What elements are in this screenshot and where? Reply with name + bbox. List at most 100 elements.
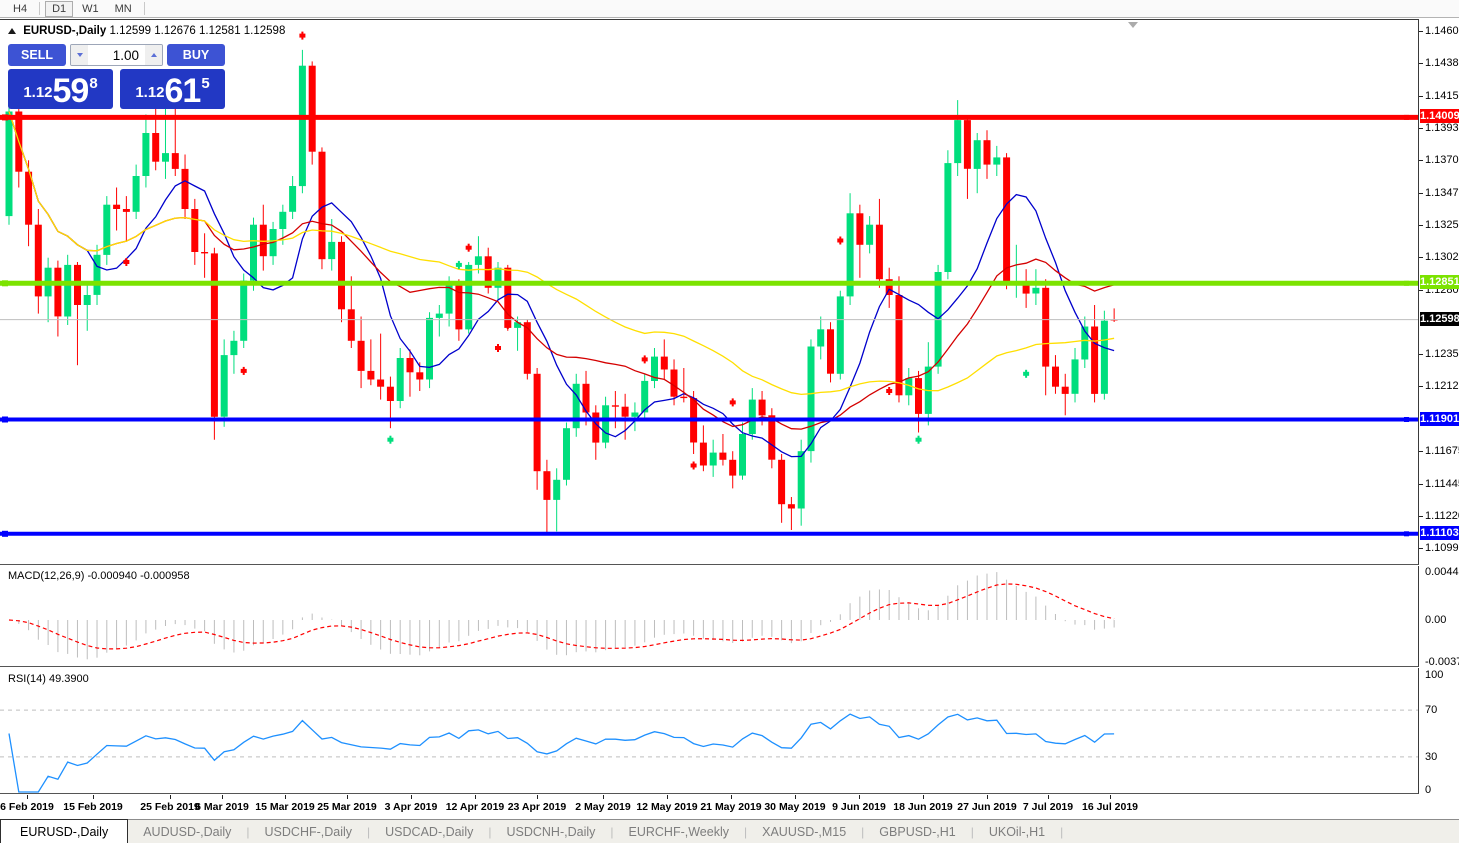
hline-price-tag: 1.11103	[1420, 525, 1459, 540]
tab-divider: |	[246, 824, 250, 839]
time-tick	[222, 795, 223, 799]
buy-price-prefix: 1.12	[135, 84, 165, 101]
time-axis-label: 12 May 2019	[636, 801, 698, 813]
chart-tab-audusd[interactable]: AUDUSD-,Daily	[143, 824, 232, 839]
axis-tick	[1419, 483, 1423, 485]
collapse-trade-panel-icon[interactable]	[8, 28, 16, 34]
candlestick-chart-panel[interactable]	[0, 19, 1419, 565]
price-axis-label: 1.13930	[1425, 121, 1459, 134]
sell-button[interactable]: SELL	[8, 44, 66, 66]
hline-price-tag: 1.11901	[1420, 411, 1459, 426]
chart-tab-eurchf[interactable]: EURCHF-,Weekly	[628, 824, 729, 839]
price-axis-label: 1.13705	[1425, 154, 1459, 166]
axis-tick	[1419, 450, 1423, 452]
price-axis-label: 1.13250	[1425, 219, 1459, 232]
rsi-svg[interactable]	[0, 668, 1418, 793]
volume-stepper[interactable]: 1.00	[70, 44, 163, 66]
price-axis-label: 1.11445	[1425, 477, 1459, 490]
chart-shift-marker-icon[interactable]	[1128, 22, 1138, 28]
timeframe-button-d1[interactable]: D1	[45, 0, 74, 17]
tab-divider: |	[610, 824, 614, 839]
price-axis-label: 1.13025	[1425, 251, 1459, 264]
buy-price-pips: 61	[164, 72, 202, 110]
time-tick	[603, 795, 604, 799]
time-tick	[170, 795, 171, 799]
time-axis-label: 16 Jul 2019	[1081, 801, 1139, 813]
price-axis-label: 1.13475	[1425, 186, 1459, 199]
sell-price-box[interactable]: 1.12 59 8	[8, 69, 113, 109]
volume-increase-button[interactable]	[145, 45, 162, 65]
tab-divider: |	[744, 824, 748, 839]
time-tick	[475, 795, 476, 799]
time-tick	[347, 795, 348, 799]
chart-tab-gbpusd[interactable]: GBPUSD-,H1	[879, 824, 956, 839]
chart-tab-usdchf[interactable]: USDCHF-,Daily	[264, 824, 353, 839]
buy-button[interactable]: BUY	[167, 44, 225, 66]
time-axis-label: 6 Feb 2019	[0, 801, 54, 813]
time-tick	[923, 795, 924, 799]
chart-tab-eurusd[interactable]: EURUSD-,Daily	[0, 819, 129, 843]
time-axis[interactable]: 6 Feb 2019 15 Feb 2019 25 Feb 2019 6 Mar 20…	[0, 795, 1419, 819]
timeframe-button-mn[interactable]: MN	[114, 2, 132, 15]
chevron-up-icon	[150, 53, 157, 57]
macd-svg[interactable]	[0, 566, 1418, 666]
rsi-axis-label: 100	[1425, 669, 1444, 681]
macd-label: MACD(12,26,9) -0.000940 -0.000958	[8, 570, 190, 582]
time-axis-label: 6 Mar 2019	[195, 801, 249, 813]
chart-tab-bar: EURUSD-,Daily AUDUSD-,Daily | USDCHF-,Daily…	[0, 819, 1459, 843]
chart-tab-ukoil[interactable]: UKOil-,H1	[988, 824, 1046, 839]
one-click-trading-panel: SELL 1.00 BUY 1.12 59 8 1.12 61 5	[8, 44, 225, 109]
symbol-name: EURUSD-,Daily	[23, 25, 107, 37]
tab-divider: |	[861, 824, 865, 839]
price-chart-svg[interactable]	[0, 20, 1418, 565]
axis-tick	[1419, 63, 1423, 65]
toolbar-divider	[39, 2, 41, 15]
macd-axis-label: -0.003715	[1425, 656, 1459, 668]
axis-tick	[1419, 354, 1423, 356]
chevron-down-icon	[76, 53, 83, 57]
tab-divider: |	[488, 824, 492, 839]
price-axis[interactable]: 1.14605 1.14380 1.14155 1.13930 1.13705 1.134…	[1419, 19, 1459, 796]
rsi-indicator-panel[interactable]	[0, 668, 1419, 794]
chart-tab-usdcnh[interactable]: USDCNH-,Daily	[506, 824, 596, 839]
time-tick	[795, 795, 796, 799]
price-axis-label: 1.11675	[1425, 444, 1459, 457]
timeframe-button-w1[interactable]: W1	[82, 2, 99, 15]
time-axis-label: 15 Feb 2019	[63, 801, 123, 813]
time-axis-label: 2 May 2019	[575, 801, 631, 813]
volume-decrease-button[interactable]	[71, 45, 88, 65]
price-axis-label: 1.12350	[1425, 348, 1459, 361]
hline-price-tag: 1.14009	[1420, 109, 1459, 124]
time-tick	[1048, 795, 1049, 799]
time-axis-label: 25 Mar 2019	[317, 801, 377, 813]
buy-price-point: 5	[201, 75, 210, 92]
time-tick	[1110, 795, 1111, 799]
axis-tick	[1419, 31, 1423, 32]
axis-tick	[1419, 192, 1423, 194]
volume-value[interactable]: 1.00	[112, 47, 139, 63]
time-tick	[93, 795, 94, 799]
time-tick	[27, 795, 28, 799]
chart-tab-usdcad[interactable]: USDCAD-,Daily	[385, 824, 474, 839]
price-axis-label: 1.10995	[1425, 542, 1459, 555]
ohlc-readout: 1.12599 1.12676 1.12581 1.12598	[109, 25, 286, 37]
sell-price-prefix: 1.12	[23, 84, 53, 101]
hline-price-tag: 1.12851	[1420, 275, 1459, 290]
timeframe-toolbar: H4 D1 W1 MN	[0, 0, 1459, 18]
axis-tick	[1419, 289, 1423, 291]
time-tick	[667, 795, 668, 799]
time-axis-label: 25 Feb 2019	[140, 801, 200, 813]
macd-indicator-panel[interactable]	[0, 566, 1419, 667]
buy-price-box[interactable]: 1.12 61 5	[120, 69, 225, 109]
price-axis-label: 1.14155	[1425, 89, 1459, 102]
time-tick	[285, 795, 286, 799]
macd-axis-label: 0.00	[1425, 614, 1447, 626]
chart-tab-xauusd[interactable]: XAUUSD-,M15	[762, 824, 847, 839]
chart-title: EURUSD-,Daily 1.12599 1.12676 1.12581 1.…	[8, 25, 285, 37]
time-tick	[987, 795, 988, 799]
tab-divider: |	[1060, 824, 1064, 839]
axis-tick	[1419, 548, 1423, 550]
toolbar-divider	[143, 2, 145, 15]
timeframe-button-h4[interactable]: H4	[13, 2, 28, 15]
axis-tick	[1419, 516, 1423, 518]
